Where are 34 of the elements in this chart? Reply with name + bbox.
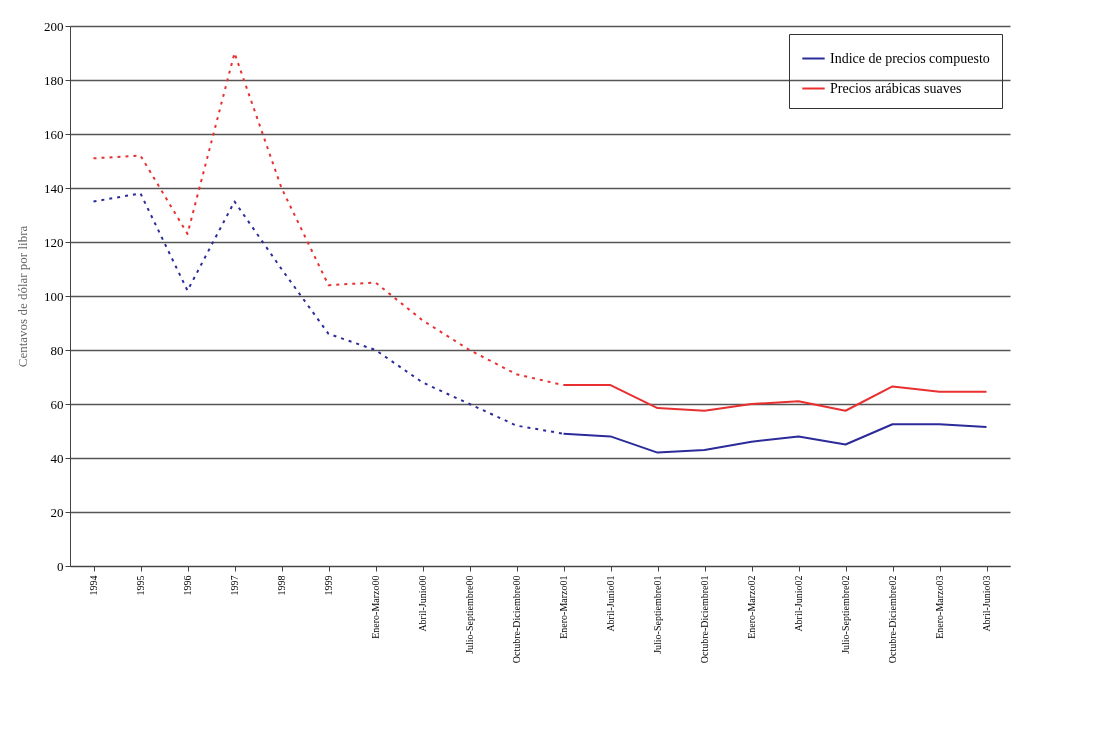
y-tick-label: 120 [44, 234, 64, 250]
y-tick-label: 0 [57, 558, 64, 574]
y-tick-label: 200 [44, 18, 64, 34]
x-tick-label: Enero-Marzo02 [746, 575, 757, 639]
x-tick-label: Abril-Junio01 [605, 575, 616, 632]
x-tick-label: Julio-Septiembre01 [652, 575, 663, 654]
x-tick-label: Julio-Septiembre02 [840, 575, 851, 654]
x-tick-label: Abril-Junio03 [981, 575, 992, 632]
y-axis-title: Centavos de dólar por libra [15, 225, 30, 368]
x-tick-label: Octubre-Diciembre02 [887, 575, 898, 664]
legend-label: Indice de precios compuesto [830, 50, 990, 66]
y-tick-label: 180 [44, 72, 64, 88]
x-tick-label: 1995 [135, 575, 146, 596]
y-tick-label: 140 [44, 180, 64, 196]
x-tick-label: 1998 [276, 575, 287, 596]
x-tick-label: Julio-Septiembre00 [464, 575, 475, 654]
y-tick-label: 100 [44, 288, 64, 304]
x-tick-label: Abril-Junio00 [417, 575, 428, 632]
x-tick-label: 1996 [182, 575, 193, 596]
x-tick-label: Abril-Junio02 [793, 575, 804, 632]
y-tick-label: 80 [50, 342, 64, 358]
x-tick-label: Octubre-Diciembre00 [511, 575, 522, 664]
x-tick-label: Enero-Marzo00 [370, 575, 381, 639]
y-tick-label: 60 [50, 396, 64, 412]
x-tick-label: Enero-Marzo03 [934, 575, 945, 639]
x-tick-label: 1994 [88, 575, 99, 596]
x-tick-label: Enero-Marzo01 [558, 575, 569, 639]
x-tick-label: Octubre-Diciembre01 [699, 575, 710, 664]
y-tick-label: 160 [44, 126, 64, 142]
y-tick-label: 40 [50, 450, 64, 466]
x-tick-label: 1997 [229, 575, 240, 596]
x-tick-label: 1999 [323, 575, 334, 596]
y-tick-label: 20 [50, 504, 64, 520]
legend-label: Precios arábicas suaves [830, 80, 962, 96]
